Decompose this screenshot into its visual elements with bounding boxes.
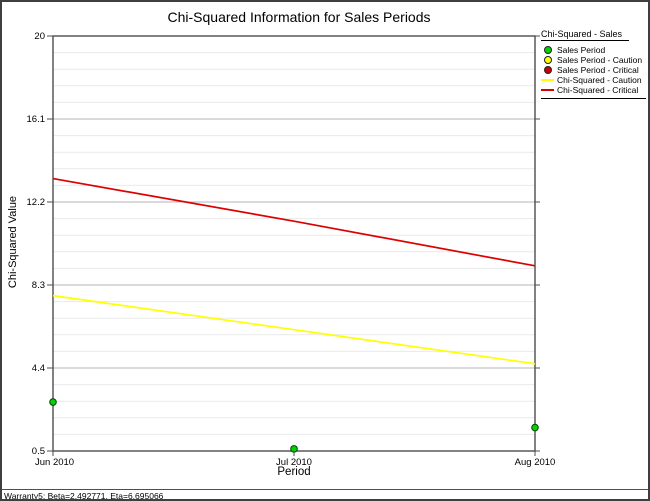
x-tick-label: Jun 2010 <box>35 457 74 468</box>
legend-item: Sales Period - Critical <box>541 65 648 75</box>
legend-item-label: Sales Period - Critical <box>557 65 639 75</box>
y-tick-label: 0.5 <box>32 446 45 457</box>
legend: Chi-Squared - Sales Sales Period Sales Pe… <box>541 29 648 99</box>
legend-item: Sales Period - Caution <box>541 55 648 65</box>
legend-dot-marker-icon <box>541 46 554 54</box>
y-tick-label: 16.1 <box>27 114 46 125</box>
status-bar: Warranty5: Beta=2.492771, Eta=6.695066 <box>4 491 164 501</box>
y-tick-label: 12.2 <box>27 197 46 208</box>
y-tick-label: 4.4 <box>32 363 45 374</box>
plot-frame <box>52 35 536 452</box>
legend-item: Sales Period <box>541 45 648 55</box>
x-axis-title: Period <box>277 466 311 478</box>
legend-dot-marker-icon <box>541 56 554 64</box>
series-line <box>52 177 536 267</box>
x-tick-label: Jul 2010 <box>276 457 312 468</box>
status-separator <box>2 489 648 490</box>
legend-item-label: Sales Period <box>557 45 606 55</box>
chart-title: Chi-Squared Information for Sales Period… <box>167 9 431 25</box>
legend-dot-marker-icon <box>541 66 554 74</box>
legend-item: Chi-Squared - Caution <box>541 75 648 85</box>
data-point <box>531 423 539 432</box>
legend-item-label: Chi-Squared - Caution <box>557 75 642 85</box>
series-line <box>52 294 536 365</box>
legend-item: Chi-Squared - Critical <box>541 85 648 95</box>
legend-line-marker-icon <box>541 89 554 91</box>
legend-item-label: Chi-Squared - Critical <box>557 85 639 95</box>
legend-header: Chi-Squared - Sales <box>541 29 629 41</box>
legend-line-marker-icon <box>541 79 554 81</box>
data-point <box>290 445 298 453</box>
legend-items: Sales Period Sales Period - Caution Sales … <box>541 45 648 95</box>
data-point <box>49 398 57 406</box>
y-tick-label: 8.3 <box>32 280 45 291</box>
y-tick-label: 20 <box>34 31 45 42</box>
legend-item-label: Sales Period - Caution <box>557 55 643 65</box>
legend-bottom-rule <box>541 98 646 99</box>
x-tick-label: Aug 2010 <box>515 457 556 468</box>
